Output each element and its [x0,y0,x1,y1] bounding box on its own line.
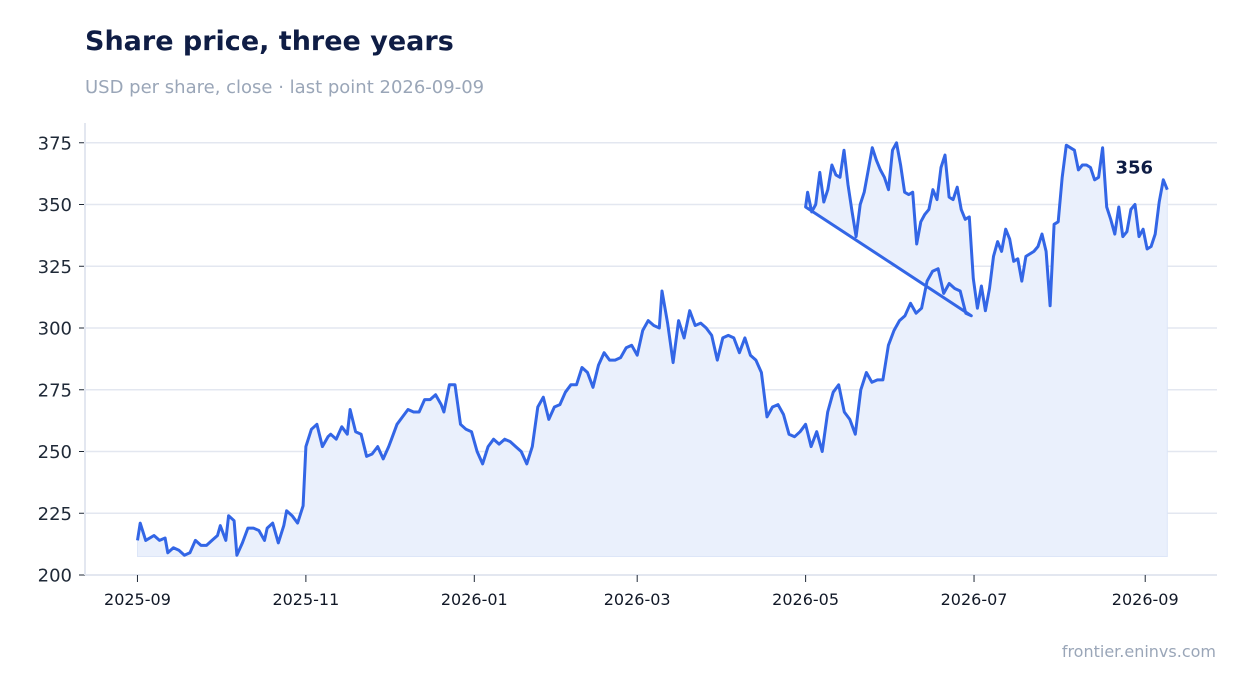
x-tick-label: 2026-03 [604,590,671,609]
x-tick-label: 2025-11 [272,590,339,609]
y-tick-label: 350 [38,195,72,216]
source-credit: frontier.eninvs.com [1061,642,1216,661]
y-tick-label: 325 [38,257,72,278]
y-tick-label: 275 [38,380,72,401]
y-tick-label: 225 [38,504,72,525]
chart-subtitle: USD per share, close · last point 2026-0… [85,77,485,98]
y-tick-label: 375 [38,133,72,154]
axes [79,123,1146,582]
x-tick-label: 2026-05 [772,590,839,609]
price-line [136,141,1169,557]
last-point-label: 356 [1116,158,1154,179]
y-tick-label: 300 [38,319,72,340]
tick-labels: 200 225 250 275 300 325 350 375 2025-09 2025-11 20… [38,133,1179,609]
y-tick-label: 250 [38,442,72,463]
chart-title: Share price, three years [85,26,454,57]
x-tick-label: 2026-01 [441,590,508,609]
y-tick-label: 200 [38,566,72,587]
x-tick-label: 2026-07 [941,590,1008,609]
x-tick-label: 2026-09 [1112,590,1179,609]
x-tick-label: 2025-09 [104,590,171,609]
